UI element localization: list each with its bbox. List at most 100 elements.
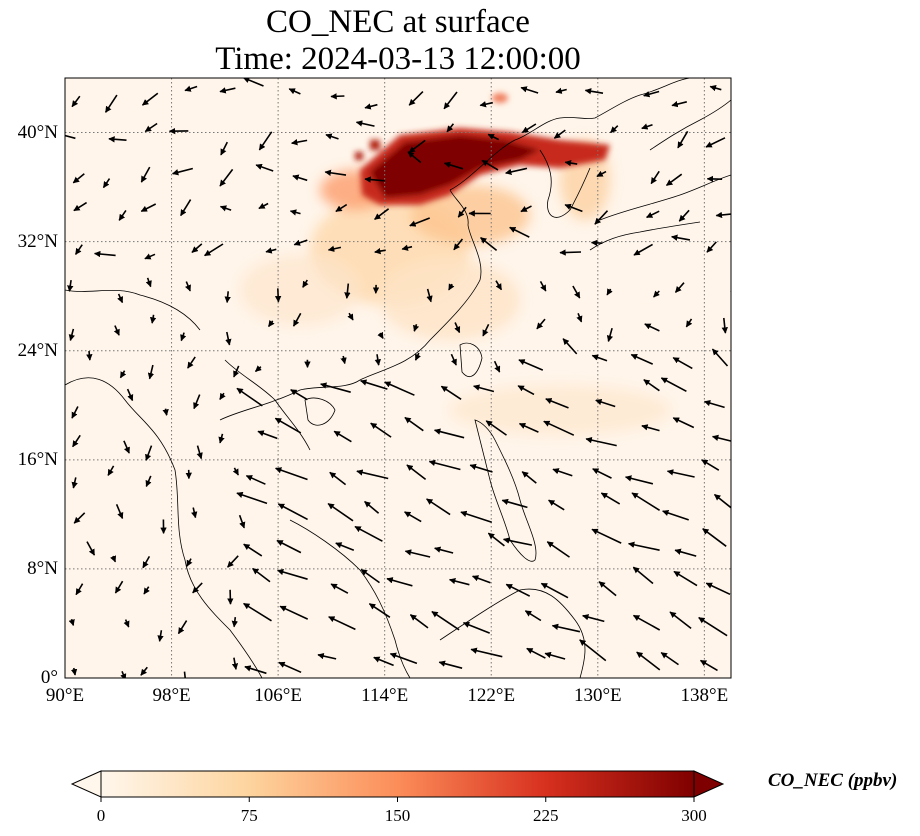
wind-arrow [450,353,457,366]
wind-arrow [238,514,246,529]
wind-arrow [364,176,385,183]
wind-arrow [495,280,503,291]
wind-arrow [553,129,566,139]
wind-arrow [231,617,238,628]
wind-arrow [102,178,111,189]
wind-arrow [291,139,308,146]
wind-arrow [75,583,84,596]
wind-arrow [274,417,302,434]
wind-arrow [274,288,282,303]
wind-arrow [584,88,604,95]
wind-arrow [68,618,75,627]
wind-arrow [144,122,158,133]
wind-arrow [406,464,427,481]
wind-arrow [325,133,339,140]
wind-arrow [162,408,169,416]
wind-arrow [255,163,274,172]
wind-arrow [117,293,124,304]
wind-arrow [606,327,614,343]
wind-arrow [389,652,418,665]
wind-arrow [242,78,264,87]
wind-arrow [644,323,660,332]
wind-arrow [73,512,86,524]
wind-arrow [633,243,653,256]
wind-arrow [487,133,500,141]
wind-arrow [440,385,462,400]
wind-arrow [701,459,720,471]
wind-arrow [219,392,226,400]
x-tick-label: 122°E [467,685,516,706]
wind-arrow [662,509,689,521]
wind-arrow [302,279,309,288]
wind-arrow [473,384,495,393]
wind-arrow [564,159,578,167]
wind-arrow [576,313,583,323]
wind-arrow [278,661,302,674]
wind-arrow [407,151,422,164]
wind-arrow [71,406,79,419]
x-tick-label: 98°E [152,685,191,706]
wind-arrow [145,475,152,487]
wind-arrow [485,420,507,436]
wind-arrow [705,582,731,596]
wind-arrow [193,394,201,410]
wind-arrow [180,199,192,217]
wind-arrow [562,338,578,355]
wind-arrow [677,130,689,149]
wind-arrow [110,555,117,563]
wind-arrow [68,328,75,342]
wind-arrow [502,537,533,546]
wind-arrow [540,582,569,599]
wind-arrow [404,511,422,523]
wind-arrow [93,250,116,258]
wind-arrow [289,209,301,216]
wind-arrow [462,621,490,634]
wind-arrow [265,247,277,254]
wind-arrow [374,354,381,366]
wind-arrow [360,568,380,584]
wind-arrow [231,657,239,670]
wind-arrow [330,583,349,594]
wind-arrow [123,619,130,628]
wind-arrow [598,581,617,597]
wind-arrow [524,610,542,622]
wind-arrow [520,205,532,213]
wind-arrow [408,91,424,106]
wind-arrow [196,445,203,460]
wind-arrow [191,507,198,519]
wind-arrow [426,498,451,516]
wind-arrow [660,651,679,666]
wind-arrow [409,217,430,227]
wind-arrow [674,282,685,293]
wind-arrow [70,667,78,676]
wind-arrow [653,290,660,298]
wind-arrow [290,389,308,401]
wind-arrow [699,659,718,672]
wind-arrow [204,243,224,257]
wind-arrow [643,379,660,392]
wind-arrow [126,388,134,402]
wind-arrow [327,502,354,522]
wind-arrow [582,614,605,623]
colorbar-tick-label: 225 [533,806,559,825]
wind-arrow [141,92,159,106]
wind-arrow [71,95,81,108]
colorbar-gradient [100,770,695,798]
wind-arrow [594,210,609,225]
wind-arrow [157,630,164,642]
wind-arrow [674,548,697,557]
wind-arrow [329,471,347,486]
wind-arrow [279,605,309,620]
wind-arrow [548,499,565,511]
y-tick-label: 0° [40,667,58,688]
wind-arrow [521,123,537,134]
wind-arrow [711,348,729,367]
wind-arrow [108,136,127,143]
wind-arrow [446,123,455,133]
wind-arrow [356,469,389,480]
wind-arrow [258,202,269,210]
wind-arrow [233,365,240,378]
wind-arrow [252,567,271,583]
wind-arrow [711,434,731,442]
wind-arrow [471,575,491,584]
